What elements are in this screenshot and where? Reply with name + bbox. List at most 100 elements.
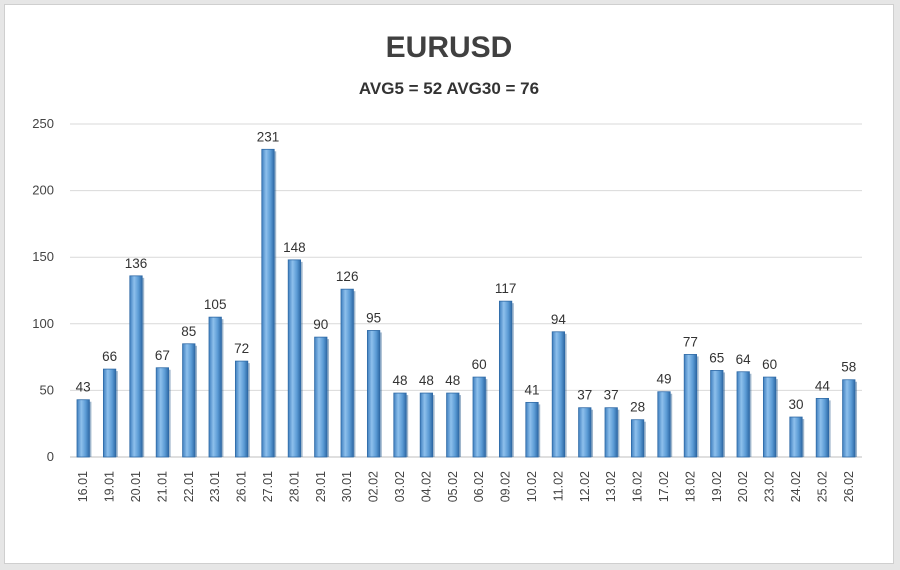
bar [208, 316, 222, 458]
bar [630, 419, 645, 458]
x-tick-label: 25.02 [815, 471, 829, 502]
x-tick-label: 12.02 [578, 471, 592, 502]
data-label: 60 [472, 357, 487, 372]
bar [525, 401, 539, 458]
x-axis: 16.01 19.01 20.01 21.01 22.01 23.01 26.01 27.01… [76, 471, 856, 502]
chart-subtitle: AVG5 = 52 AVG30 = 76 [358, 79, 540, 98]
bar [314, 336, 328, 458]
data-label: 30 [788, 397, 803, 412]
bar [604, 407, 618, 458]
x-tick-label: 03.02 [393, 471, 407, 502]
x-tick-label: 18.02 [683, 471, 697, 502]
x-tick-label: 19.02 [710, 471, 724, 502]
x-tick-label: 06.02 [472, 471, 486, 502]
x-tick-label: 23.01 [208, 471, 222, 502]
y-tick-label: 0 [47, 449, 54, 464]
chart-title: EURUSD [385, 31, 513, 64]
bar [419, 392, 434, 458]
x-tick-label: 11.02 [551, 471, 565, 501]
data-label: 43 [76, 380, 91, 395]
x-tick-label: 28.01 [287, 471, 301, 502]
data-label: 65 [709, 350, 724, 365]
data-label: 85 [181, 324, 196, 339]
bar [657, 391, 671, 458]
data-label: 64 [736, 352, 752, 367]
x-tick-label: 26.02 [842, 471, 856, 502]
data-label: 28 [630, 400, 645, 415]
bar [446, 392, 460, 458]
data-label: 66 [102, 349, 117, 364]
data-label: 148 [283, 240, 306, 255]
y-axis: 0 50 100 150 200 250 [32, 116, 54, 464]
x-tick-label: 30.01 [340, 471, 354, 502]
y-tick-label: 250 [32, 116, 54, 131]
data-label: 105 [204, 297, 227, 312]
data-label: 94 [551, 312, 567, 327]
data-label: 136 [125, 256, 148, 271]
y-tick-label: 200 [32, 183, 54, 198]
chart-frame: EURUSD AVG5 = 52 AVG30 = 76 [4, 4, 894, 564]
bar [498, 300, 513, 458]
y-tick-label: 50 [40, 382, 54, 397]
data-label: 58 [841, 360, 856, 375]
bar [261, 148, 275, 458]
data-label: 77 [683, 334, 698, 349]
bar [789, 416, 803, 458]
data-label: 72 [234, 341, 249, 356]
x-tick-label: 17.02 [657, 471, 671, 502]
data-label: 37 [577, 388, 592, 403]
bar [762, 376, 777, 458]
data-label: 60 [762, 357, 777, 372]
x-tick-label: 20.01 [129, 471, 143, 502]
bar [842, 379, 856, 458]
bar [287, 259, 302, 458]
bar [551, 331, 566, 458]
x-tick-label: 27.01 [261, 471, 275, 502]
data-label: 48 [445, 373, 460, 388]
bar [155, 367, 170, 458]
x-tick-label: 22.01 [182, 471, 196, 502]
data-label: 48 [392, 373, 407, 388]
bar [234, 360, 249, 458]
data-label: 67 [155, 348, 170, 363]
x-tick-label: 24.02 [789, 471, 803, 502]
y-tick-label: 100 [32, 316, 54, 331]
bar [129, 275, 143, 458]
x-tick-label: 09.02 [499, 471, 513, 502]
bar [710, 370, 724, 458]
x-tick-label: 05.02 [446, 471, 460, 502]
bar [472, 376, 486, 458]
data-label: 95 [366, 310, 381, 325]
data-label: 231 [257, 129, 280, 144]
x-tick-label: 20.02 [736, 471, 750, 502]
data-label: 117 [495, 281, 517, 296]
x-tick-label: 04.02 [419, 471, 433, 502]
x-tick-label: 19.01 [103, 471, 117, 502]
x-tick-label: 26.01 [235, 471, 249, 502]
data-label: 41 [524, 382, 539, 397]
x-tick-label: 02.02 [367, 471, 381, 502]
data-label: 126 [336, 269, 359, 284]
data-label: 90 [313, 317, 328, 332]
data-label: 37 [604, 388, 619, 403]
data-label: 44 [815, 378, 831, 393]
data-label: 49 [656, 372, 671, 387]
bar [366, 330, 381, 458]
x-tick-label: 21.01 [155, 471, 169, 502]
gridlines [70, 123, 862, 458]
y-tick-label: 150 [32, 249, 54, 264]
x-tick-label: 16.02 [631, 471, 645, 502]
bar [340, 288, 354, 458]
bar [683, 354, 698, 458]
x-tick-label: 10.02 [525, 471, 539, 502]
bar [578, 407, 592, 458]
data-labels: 43 66 136 67 85 105 72 231 148 90 126 95 48 48 48 60 117… [76, 129, 857, 414]
bar [815, 397, 830, 458]
data-label: 48 [419, 373, 434, 388]
bar [102, 368, 117, 458]
bars [76, 148, 858, 458]
bar [393, 392, 407, 458]
bar [736, 371, 750, 458]
x-tick-label: 23.02 [763, 471, 777, 502]
